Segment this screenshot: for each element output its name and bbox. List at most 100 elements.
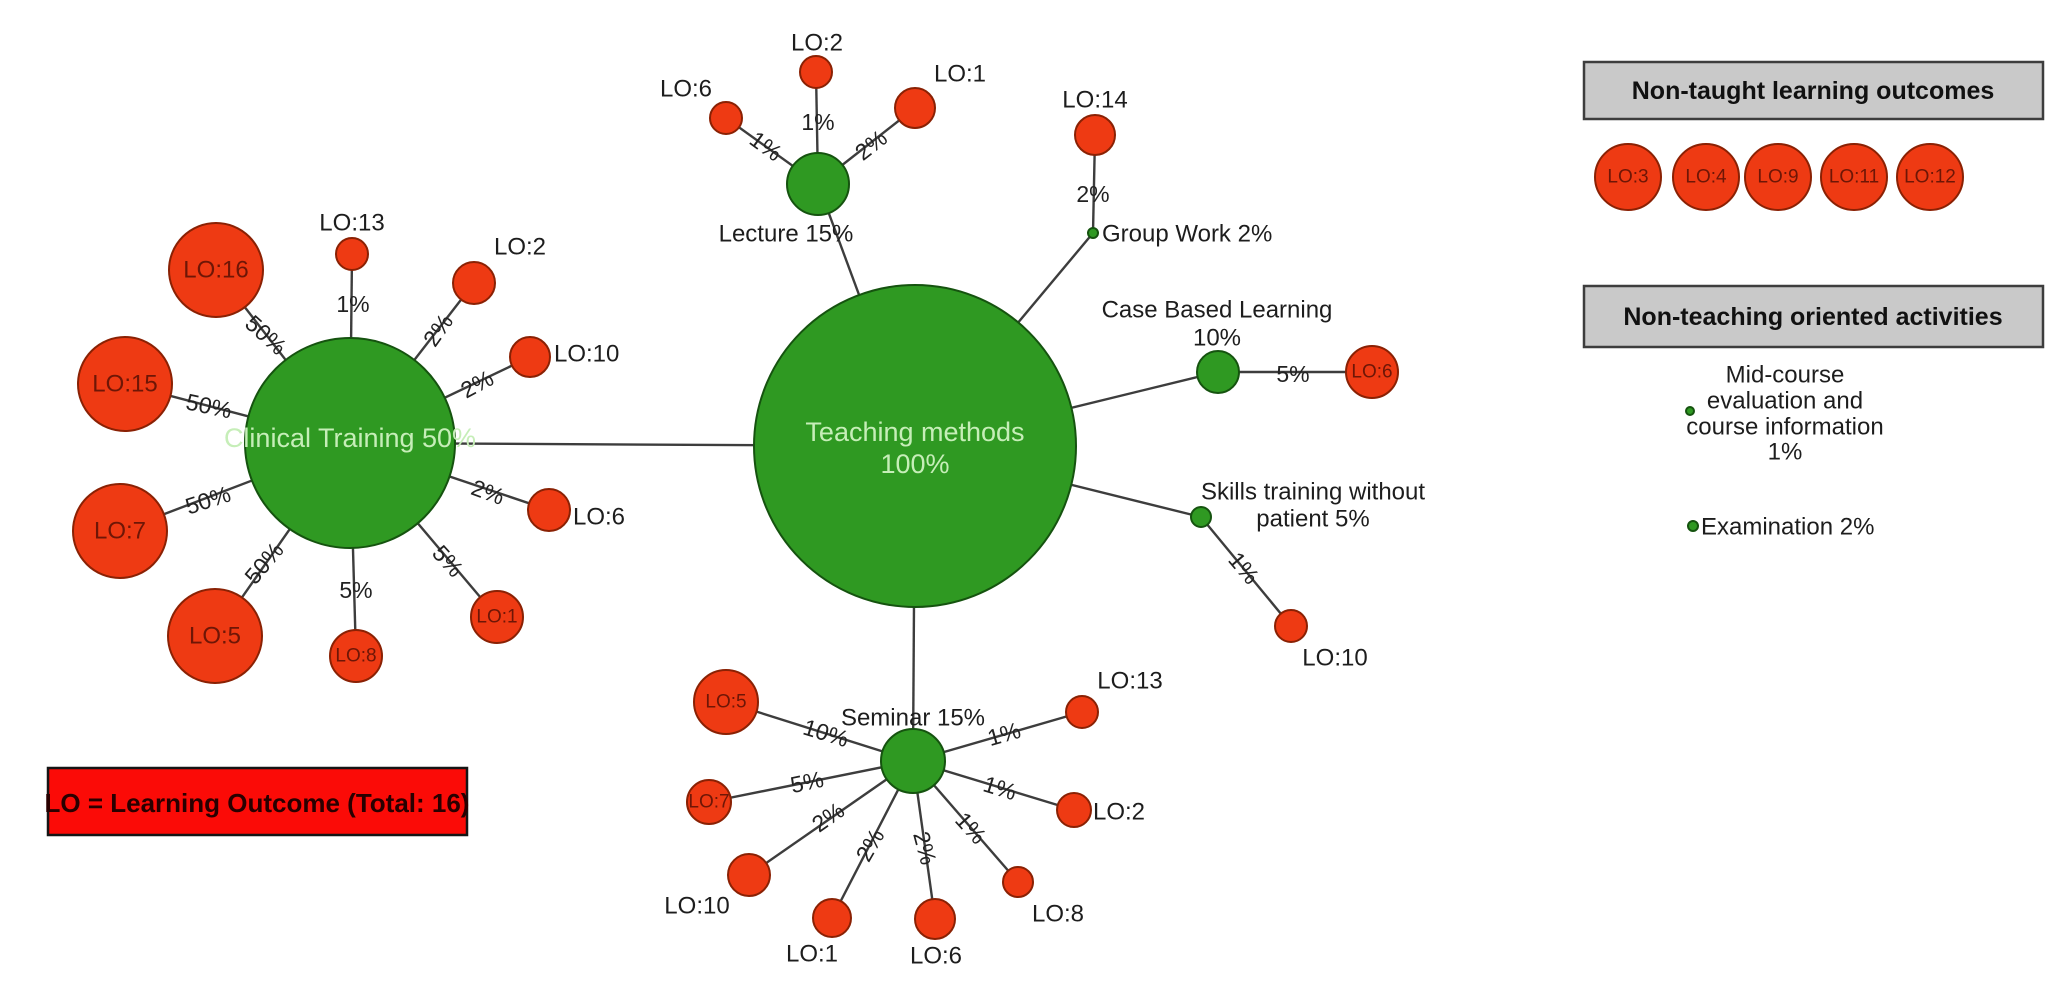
legend-label: LO = Learning Outcome (Total: 16) — [45, 788, 470, 818]
edge-skills-lo10 — [1200, 516, 1292, 627]
seminar-lo1-pct: 2% — [850, 824, 889, 866]
non-taught-lo11-node — [1820, 143, 1888, 211]
lecture-lo1-node — [894, 87, 936, 129]
clinical-lo10-label: LO:10 — [554, 341, 619, 368]
clinical-lo8-label: LO:8 — [335, 646, 376, 667]
non-teaching-header-box — [1582, 284, 2045, 349]
non-teaching-panel: Non-teaching oriented activities Mid-cou… — [1582, 284, 2045, 541]
seminar-lo13-label: LO:13 — [1097, 668, 1162, 695]
clinical-lo6-node — [527, 488, 571, 532]
casebased-lo6-node — [1345, 345, 1399, 399]
clinical-lo2-label: LO:2 — [494, 234, 546, 261]
seminar-lo8-label: LO:8 — [1032, 901, 1084, 928]
non-taught-lo3-label: LO:3 — [1607, 167, 1648, 188]
clinical-lo2-node — [452, 261, 496, 305]
seminar-lo6-node — [914, 898, 956, 940]
non-taught-lo9-node — [1744, 143, 1812, 211]
lecture-lo2-pct: 1% — [801, 109, 834, 135]
skills-training-label-line2: patient 5% — [1256, 506, 1369, 533]
clinical-lo15-pct: 50% — [184, 388, 234, 423]
seminar-lo6-pct: 2% — [908, 829, 942, 868]
seminar-lo5-node — [693, 669, 759, 735]
midcourse-label-line1: Mid-course — [1726, 362, 1845, 389]
clinical-lo5-pct: 50% — [239, 537, 289, 589]
teaching-methods-label-line2: 100% — [880, 449, 949, 479]
midcourse-label-line2: evaluation and — [1707, 388, 1863, 415]
seminar-lo7-label: LO:7 — [688, 792, 729, 813]
non-taught-lo4-node — [1672, 143, 1740, 211]
clinical-lo8-pct: 5% — [339, 577, 372, 603]
group-work-node — [1087, 227, 1099, 239]
non-taught-header-box — [1582, 60, 2045, 121]
seminar-lo7-node — [686, 779, 732, 825]
clinical-lo1-node — [470, 590, 524, 644]
seminar-lo10-node — [727, 853, 771, 897]
groupwork-lo14-pct: 2% — [1076, 181, 1109, 207]
clinical-lo5-label: LO:5 — [189, 623, 241, 650]
casebased-lo6-pct: 5% — [1276, 361, 1309, 387]
edge-seminar-lo7 — [708, 759, 914, 804]
teaching-methods-label-line1: Teaching methods — [805, 417, 1024, 447]
seminar-lo13-pct: 1% — [984, 717, 1023, 751]
non-taught-lo4-label: LO:4 — [1685, 167, 1727, 188]
skills-lo10-label: LO:10 — [1302, 645, 1367, 672]
midcourse-dot — [1685, 406, 1695, 416]
lecture-lo6-pct: 1% — [745, 126, 787, 167]
case-based-learning-node — [1196, 350, 1240, 394]
legend: LO = Learning Outcome (Total: 16) — [45, 766, 470, 837]
non-taught-lo12-node — [1896, 143, 1964, 211]
clinical-lo10-node — [509, 336, 551, 378]
clinical-lo15-node — [77, 336, 173, 432]
clinical-lo13-pct: 1% — [336, 291, 369, 317]
skills-lo10-node — [1274, 609, 1308, 643]
group-work-label: Group Work 2% — [1102, 221, 1272, 248]
casebased-lo6-label: LO:6 — [1351, 362, 1392, 383]
non-taught-header-title: Non-taught learning outcomes — [1632, 77, 1995, 105]
midcourse-label-line4: 1% — [1768, 439, 1803, 466]
seminar-lo1-node — [812, 898, 852, 938]
skills-training-label-line1: Skills training without — [1201, 479, 1425, 506]
clinical-lo2-pct: 2% — [418, 309, 458, 351]
clinical-lo8-node — [329, 629, 383, 683]
clinical-lo7-node — [72, 483, 168, 579]
legend-box — [46, 766, 469, 837]
examination-label: Examination 2% — [1701, 514, 1874, 541]
nodes — [72, 55, 1399, 940]
seminar-label: Seminar 15% — [841, 705, 985, 732]
seminar-lo8-node — [1002, 866, 1034, 898]
lecture-lo6-label: LO:6 — [660, 76, 712, 103]
seminar-lo5-label: LO:5 — [705, 692, 746, 713]
skills-training-node — [1190, 506, 1212, 528]
seminar-lo2-label: LO:2 — [1093, 799, 1145, 826]
non-taught-lo11-label: LO:11 — [1829, 167, 1879, 188]
edge-seminar-lo10 — [748, 760, 914, 876]
lecture-lo2-node — [799, 55, 833, 89]
non-taught-lo9-label: LO:9 — [1757, 167, 1798, 188]
clinical-lo13-node — [335, 237, 369, 271]
lecture-lo1-label: LO:1 — [934, 61, 986, 88]
lecture-lo6-node — [709, 101, 743, 135]
clinical-lo5-node — [167, 588, 263, 684]
non-taught-lo12-label: LO:12 — [1904, 167, 1956, 188]
clinical-training-node — [244, 337, 456, 549]
examination-dot — [1687, 520, 1699, 532]
clinical-lo6-pct: 2% — [468, 474, 508, 510]
clinical-lo16-label: LO:16 — [183, 257, 248, 284]
seminar-lo10-label: LO:10 — [664, 893, 729, 920]
clinical-lo1-label: LO:1 — [476, 607, 517, 628]
seminar-node — [880, 728, 946, 794]
teaching-methods-node — [753, 284, 1077, 608]
node-labels: Teaching methods 100% Clinical Training … — [224, 221, 1425, 732]
clinical-lo15-label: LO:15 — [92, 371, 157, 398]
case-based-learning-label-line1: Case Based Learning — [1102, 297, 1333, 324]
clinical-lo16-pct: 50% — [240, 310, 292, 360]
seminar-lo2-pct: 1% — [980, 771, 1019, 806]
clinical-lo7-pct: 50% — [182, 481, 234, 520]
lecture-lo2-label: LO:2 — [791, 30, 843, 57]
seminar-lo2-node — [1056, 792, 1092, 828]
midcourse-label-line3: course information — [1686, 414, 1883, 441]
groupwork-lo14-label: LO:14 — [1062, 87, 1127, 114]
seminar-lo7-pct: 5% — [788, 766, 826, 798]
seminar-lo13-node — [1065, 695, 1099, 729]
